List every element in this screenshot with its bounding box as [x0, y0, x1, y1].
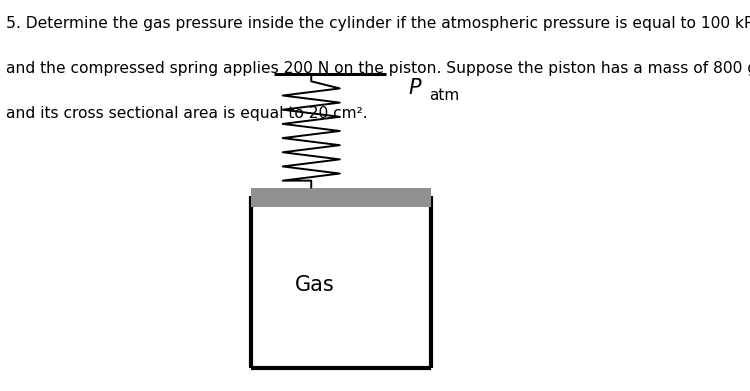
Text: and its cross sectional area is equal to 20 cm².: and its cross sectional area is equal to…	[6, 106, 368, 120]
Text: 5. Determine the gas pressure inside the cylinder if the atmospheric pressure is: 5. Determine the gas pressure inside the…	[6, 16, 750, 30]
Text: and the compressed spring applies 200 N on the piston. Suppose the piston has a : and the compressed spring applies 200 N …	[6, 61, 750, 75]
Text: Gas: Gas	[295, 275, 334, 296]
Text: atm: atm	[429, 88, 459, 103]
Bar	[251, 188, 431, 207]
Text: P: P	[409, 78, 422, 98]
